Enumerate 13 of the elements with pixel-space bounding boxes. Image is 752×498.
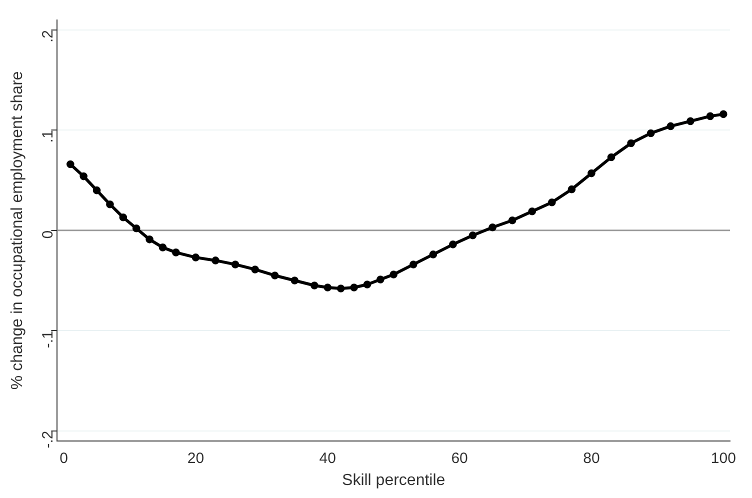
x-axis-title: Skill percentile bbox=[342, 472, 446, 489]
x-tick-label: 20 bbox=[187, 450, 204, 467]
y-tick-label: -.1 bbox=[39, 330, 56, 348]
x-tick-label: 40 bbox=[319, 450, 336, 467]
x-tick-label: 80 bbox=[583, 450, 600, 467]
x-tick-label: 100 bbox=[710, 450, 736, 467]
x-tick-label: 60 bbox=[451, 450, 468, 467]
y-axis-title: % change in occupational employment share bbox=[9, 71, 26, 390]
y-tick-label: -.2 bbox=[39, 430, 56, 448]
y-tick-label: .2 bbox=[39, 30, 56, 43]
y-tick-label: .1 bbox=[39, 130, 56, 143]
x-tick-label: 0 bbox=[60, 450, 68, 467]
y-tick-label: 0 bbox=[39, 230, 56, 239]
